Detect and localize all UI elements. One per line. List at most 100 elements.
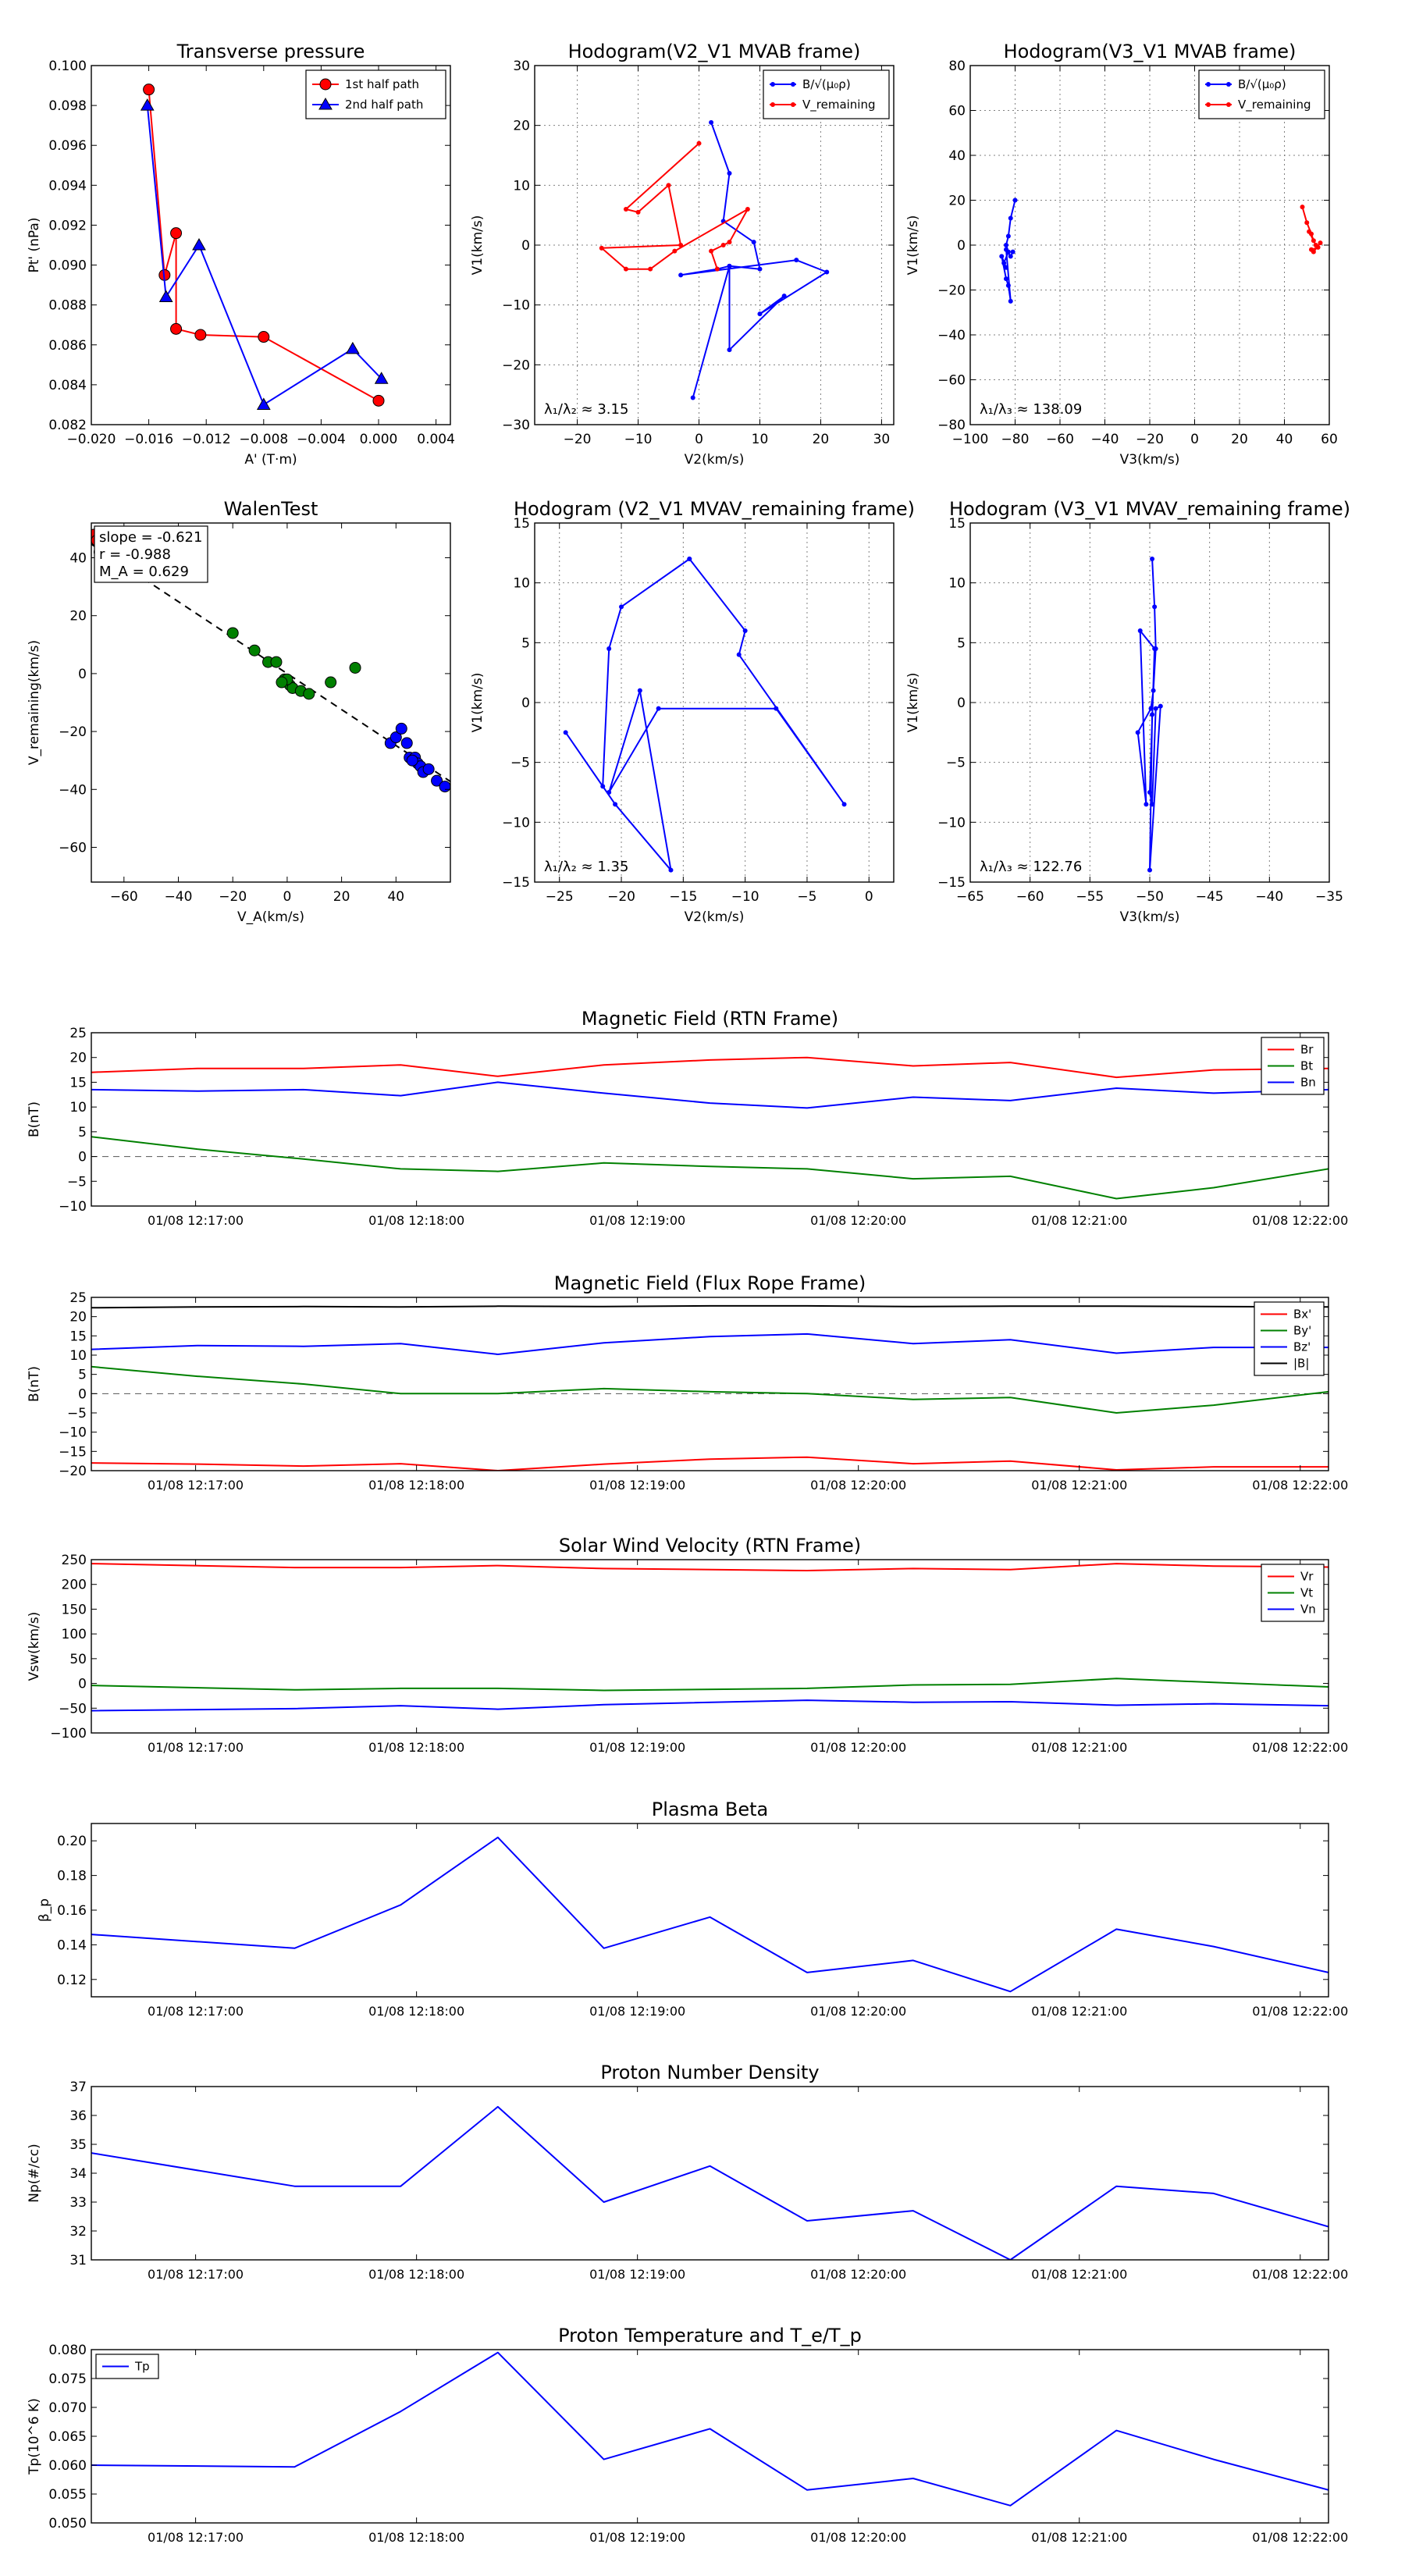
y-tick-label: 10: [69, 1100, 87, 1115]
data-point: [623, 266, 628, 272]
x-tick-label: 01/08 12:19:00: [589, 2530, 685, 2545]
y-tick-label: 15: [69, 1075, 87, 1091]
legend-marker: [1226, 102, 1231, 107]
data-point: [606, 790, 612, 795]
x-tick-label: 01/08 12:21:00: [1031, 2267, 1127, 2282]
x-tick-label: 01/08 12:17:00: [148, 1213, 244, 1228]
stats-line: M_A = 0.629: [99, 564, 189, 580]
x-tick-label: 0.000: [360, 432, 398, 447]
x-tick-label: 01/08 12:18:00: [368, 2004, 464, 2019]
plot-area: [91, 1056, 1329, 1200]
data-point: [999, 254, 1005, 259]
plot-area: [91, 2105, 1329, 2260]
y-tick-label: −5: [510, 756, 530, 771]
y-tick-label: −100: [50, 1726, 87, 1742]
legend-label: Bz': [1293, 1340, 1311, 1354]
y-tick-label: −30: [502, 418, 530, 433]
y-tick-label: −80: [937, 418, 966, 433]
chart-mag-rtn: 01/08 12:17:00 01/08 12:18:00 01/08 12:19:…: [27, 1008, 1348, 1228]
data-point: [635, 209, 641, 215]
chart-hodo-v3v1-mvab: −100 −80 −60 −40 −20 0 20 40 60−80−60−40−2002040…: [905, 41, 1338, 468]
y-tick-label: 0.082: [48, 418, 87, 433]
x-tick-label: 01/08 12:21:00: [1031, 1740, 1127, 1755]
data-point: [637, 688, 642, 693]
legend: Br Bt Bn: [1261, 1037, 1325, 1095]
legend-marker: [770, 82, 775, 87]
chart-title: Hodogram (V2_V1 MVAV_remaining frame): [514, 498, 915, 520]
chart-hodo-v2v1-mvab: −20 −10 0 10 20 30 −30 −20 −10 0 10 20 30 Hodogram(V2…: [470, 41, 895, 468]
y-tick-label: 10: [513, 576, 530, 592]
data-point: [256, 397, 271, 410]
data-point: [757, 266, 763, 272]
y-tick-label: −15: [937, 875, 966, 891]
x-tick-label: −50: [1136, 889, 1164, 905]
data-point: [1307, 229, 1312, 234]
x-tick-label: 20: [333, 889, 350, 905]
x-tick-label: 01/08 12:22:00: [1252, 2004, 1348, 2019]
chart-tp: 01/08 12:17:00 01/08 12:18:00 01/08 12:19:…: [27, 2325, 1348, 2545]
plot-area: [999, 197, 1323, 304]
y-tick-label: 0: [957, 238, 966, 254]
chart-title: Proton Temperature and T_e/T_p: [558, 2325, 862, 2347]
x-tick-label: −0.012: [182, 432, 231, 447]
axes-frame: [91, 522, 451, 883]
x-tick-label: 0: [283, 889, 291, 905]
data-point: [696, 141, 702, 146]
y-tick-label: 0.092: [48, 218, 87, 233]
legend-marker: [791, 102, 795, 107]
x-tick-label: 01/08 12:17:00: [148, 2267, 244, 2282]
stats-line: slope = -0.621: [99, 529, 202, 546]
y-tick-label: 5: [957, 635, 966, 651]
plot-area: [91, 1836, 1329, 1993]
y-tick-label: −5: [67, 1406, 87, 1421]
legend-label: Br: [1300, 1043, 1314, 1057]
data-point: [656, 706, 661, 711]
y-tick-label: 0.060: [48, 2458, 87, 2474]
data-point: [613, 802, 618, 807]
y-tick-label: 36: [69, 2108, 87, 2124]
eigenvalue-ratio: λ₁/λ₃ ≈ 138.09: [980, 401, 1082, 418]
x-tick-label: −20: [219, 889, 247, 905]
y-axis-label: B(nT): [27, 1366, 42, 1402]
y-tick-label: 0.090: [48, 258, 87, 274]
x-tick-label: −100: [952, 432, 989, 447]
data-point: [374, 372, 389, 384]
x-tick-label: −40: [1255, 889, 1283, 905]
y-tick-label: 20: [69, 1310, 87, 1325]
x-tick-label: 40: [1276, 432, 1293, 447]
y-tick-label: 0.12: [57, 1973, 87, 1988]
x-tick-label: 01/08 12:18:00: [368, 2530, 464, 2545]
y-tick-label: 0.100: [48, 59, 87, 74]
y-tick-label: 0: [521, 238, 530, 254]
data-point: [276, 676, 288, 688]
data-point: [736, 652, 742, 657]
x-tick-label: −15: [669, 889, 697, 905]
series-line-vr: [91, 1563, 1329, 1571]
y-tick-label: 0: [78, 1150, 87, 1165]
legend-label: Vt: [1300, 1586, 1313, 1600]
x-axis-label: V3(km/s): [1120, 909, 1180, 925]
chart-transverse: −0.020 −0.016 −0.012 −0.008 −0.004 0.000 0.004…: [27, 41, 455, 468]
data-point: [841, 802, 847, 807]
legend: Tp: [95, 2354, 159, 2379]
y-tick-label: 40: [69, 551, 87, 567]
y-tick-label: 10: [948, 576, 966, 592]
data-point: [1008, 298, 1013, 304]
x-tick-label: −80: [1001, 432, 1030, 447]
x-tick-label: 01/08 12:21:00: [1031, 2530, 1127, 2545]
x-tick-label: −10: [731, 889, 759, 905]
y-axis-label: Tp(10^6 K): [27, 2398, 42, 2475]
x-tick-label: 01/08 12:21:00: [1031, 1478, 1127, 1493]
x-tick-label: 01/08 12:20:00: [810, 1740, 906, 1755]
data-point: [672, 248, 678, 254]
y-tick-label: −60: [937, 373, 966, 389]
data-point: [1010, 249, 1016, 254]
data-point: [170, 227, 183, 240]
y-tick-label: −15: [502, 875, 530, 891]
data-point: [431, 774, 443, 787]
x-tick-label: 01/08 12:18:00: [368, 2267, 464, 2282]
data-point: [422, 763, 435, 775]
plot-area: [1135, 557, 1163, 873]
legend-marker: [770, 102, 775, 107]
eigenvalue-ratio: λ₁/λ₂ ≈ 1.35: [544, 859, 628, 875]
